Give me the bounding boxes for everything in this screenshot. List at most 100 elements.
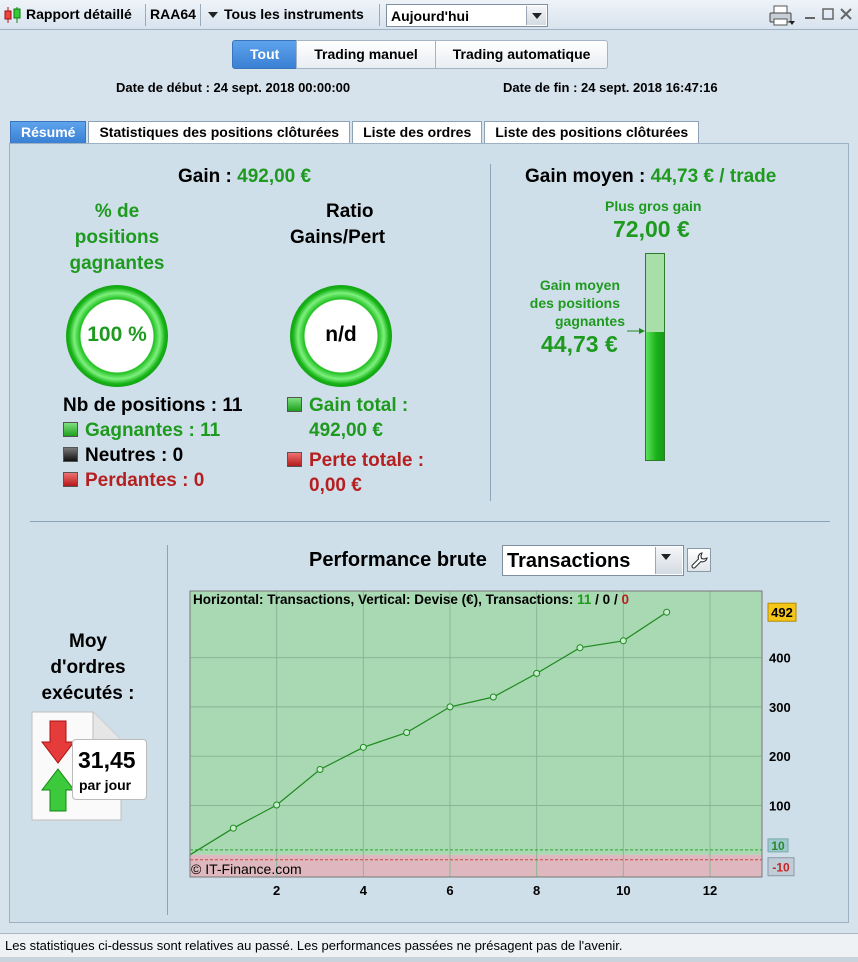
avg-gain-bar — [645, 253, 665, 461]
positive-area — [190, 591, 762, 855]
toolbar: Rapport détaillé RAA64 Tous les instrume… — [0, 0, 858, 30]
orders-title-line: d'ordres — [50, 657, 126, 678]
y-tick-label: 400 — [769, 651, 791, 666]
positions-count: Nb de positions : 11 — [63, 395, 243, 416]
mode-tabs: Tout Trading manuel Trading automatique — [232, 40, 609, 69]
chart-sep: / — [591, 592, 603, 607]
performance-select[interactable]: Transactions — [502, 545, 684, 576]
end-date: Date de fin : 24 sept. 2018 16:47:16 — [503, 80, 718, 95]
disclaimer: Les statistiques ci-dessus sont relative… — [0, 933, 858, 957]
mode-tab-manuel[interactable]: Trading manuel — [296, 40, 436, 69]
orders-badge: 31,45 par jour — [72, 739, 147, 800]
mode-tab-tout[interactable]: Tout — [232, 40, 298, 69]
maximize-icon[interactable] — [822, 8, 834, 20]
lower-threshold-label: -10 — [772, 861, 790, 875]
mode-tab-automatique[interactable]: Trading automatique — [434, 40, 609, 69]
performance-title: Performance brute — [309, 549, 487, 571]
window-title: Rapport détaillé — [26, 6, 132, 22]
green-square-icon — [63, 422, 78, 437]
report-tabs: Résumé Statistiques des positions clôtur… — [10, 121, 701, 143]
data-point — [273, 801, 281, 809]
orders-title: Moy d'ordres exécutés : — [28, 629, 148, 707]
total-gain-label: Gain total : — [287, 395, 408, 417]
neutral-count-text: Neutres : 0 — [85, 445, 184, 466]
gain-value: 492,00 € — [237, 166, 312, 187]
separator — [200, 4, 201, 26]
ratio-title-line: Gains/Pert — [290, 227, 386, 248]
settings-button[interactable] — [687, 548, 711, 572]
close-icon[interactable] — [840, 8, 852, 20]
arrow-up-icon — [41, 768, 75, 812]
arrow-right-icon — [627, 328, 645, 334]
orders-title-line: exécutés : — [41, 683, 135, 704]
pct-winning-title: % de positions gagnantes — [52, 199, 182, 277]
y-tick-label: 100 — [769, 799, 791, 814]
print-icon[interactable] — [768, 5, 796, 27]
red-square-icon — [63, 472, 78, 487]
copyright: © IT-Finance.com — [191, 861, 302, 877]
chart-header: Horizontal: Transactions, Vertical: Devi… — [193, 592, 629, 607]
tab-liste-positions[interactable]: Liste des positions clôturées — [484, 121, 700, 143]
orders-unit: par jour — [79, 777, 132, 793]
data-point — [489, 693, 497, 701]
chart-count-loss: 0 — [621, 592, 629, 607]
chevron-down-icon[interactable] — [655, 547, 682, 574]
ratio-title-line: Ratio — [326, 201, 374, 222]
pct-title-line: positions — [74, 227, 160, 248]
chevron-down-icon[interactable] — [526, 6, 546, 25]
data-point — [316, 766, 324, 774]
winning-count-text: Gagnantes : 11 — [85, 420, 221, 441]
total-gain-value: 492,00 € — [309, 420, 383, 441]
vertical-divider — [490, 164, 491, 501]
x-tick-label: 6 — [446, 883, 453, 898]
data-point — [446, 703, 454, 711]
losing-count-text: Perdantes : 0 — [85, 470, 205, 491]
performance-chart[interactable]: 2 4 6 8 10 12 100 200 300 400 492 10 -10 — [185, 588, 805, 908]
tab-statistiques[interactable]: Statistiques des positions clôturées — [88, 121, 351, 143]
minimize-icon[interactable] — [804, 8, 816, 20]
dropdown-arrow-icon — [208, 12, 218, 18]
upper-threshold-badge — [767, 838, 789, 853]
data-point — [533, 669, 541, 677]
tab-resume[interactable]: Résumé — [10, 121, 87, 143]
period-value: Aujourd'hui — [391, 8, 469, 24]
x-tick-label: 8 — [533, 883, 540, 898]
plot-frame — [189, 590, 763, 878]
biggest-gain-value: 72,00 € — [613, 216, 690, 242]
ratio-value: n/d — [325, 323, 357, 346]
chart-header-text: Horizontal: Transactions, Vertical: Devi… — [193, 592, 578, 607]
instruments-dropdown[interactable]: Tous les instruments — [205, 0, 377, 30]
last-value-badge — [767, 602, 797, 622]
lower-threshold-badge — [767, 857, 795, 877]
avg-gain-value: 44,73 € / trade — [650, 166, 777, 187]
account-label[interactable]: RAA64 — [150, 6, 196, 22]
total-loss-value: 0,00 € — [309, 475, 362, 496]
gain-label: Gain : — [178, 166, 238, 187]
ratio-title: Ratio Gains/Pert — [290, 199, 410, 251]
data-point — [663, 608, 671, 616]
avg-win-label-line: des positions — [529, 295, 620, 311]
black-square-icon — [63, 447, 78, 462]
wrench-icon — [691, 552, 708, 569]
winning-count: Gagnantes : 11 — [63, 420, 220, 442]
upper-threshold-label: 10 — [771, 839, 785, 853]
pct-winning-value: 100 % — [87, 323, 147, 346]
avg-win-value: 44,73 € — [541, 331, 618, 357]
series-line — [189, 611, 667, 856]
tab-liste-ordres[interactable]: Liste des ordres — [352, 121, 483, 143]
biggest-gain-label: Plus gros gain — [605, 198, 702, 214]
pct-title-line: % de — [94, 201, 140, 222]
period-select[interactable]: Aujourd'hui — [386, 4, 548, 27]
avg-gain-heading: Gain moyen : 44,73 € / trade — [525, 166, 776, 188]
data-point — [619, 637, 627, 645]
chart-sep: / — [610, 592, 622, 607]
total-gain-label-text: Gain total : — [309, 395, 409, 416]
vertical-divider — [167, 545, 168, 915]
orders-value: 31,45 — [78, 747, 136, 773]
total-loss-label-text: Perte totale : — [309, 450, 425, 471]
chart-count-win: 11 — [577, 592, 592, 607]
chart-count-neutral: 0 — [602, 592, 611, 607]
separator — [379, 4, 380, 26]
last-value-label: 492 — [771, 605, 793, 620]
candlestick-icon — [4, 7, 21, 23]
